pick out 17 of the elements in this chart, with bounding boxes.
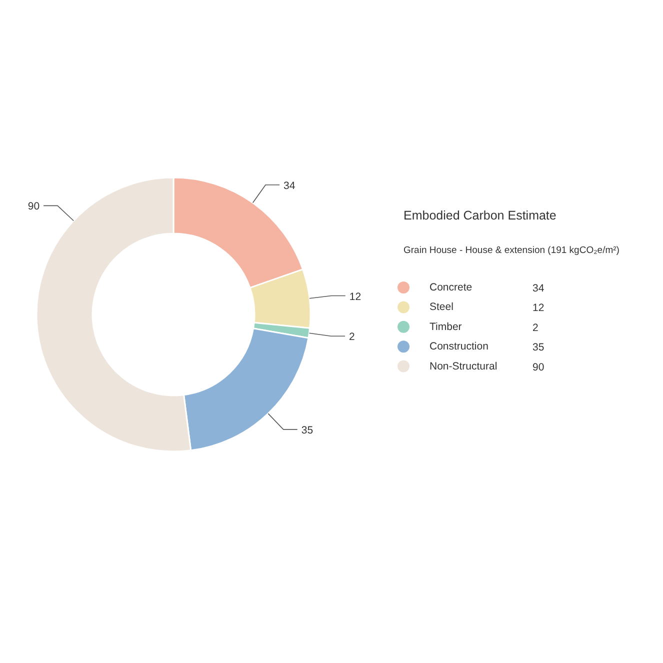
text: 2 (532, 322, 538, 334)
text: 90 (532, 361, 544, 374)
text: Embodied Carbon Estimate (404, 208, 556, 222)
legend-label: Concrete (430, 282, 472, 294)
text: 34 (532, 282, 544, 294)
data-label: 90 (28, 200, 40, 213)
legend-label: Steel (430, 301, 454, 314)
legend-label: Construction (430, 340, 489, 353)
text: 12 (532, 302, 544, 314)
legend-label: Timber (430, 320, 462, 333)
text: 35 (532, 342, 544, 354)
data-label: 12 (349, 290, 362, 303)
text: Grain House - House & extension (191 kgCO₂e/m²) (404, 245, 620, 256)
data-label: 2 (349, 331, 356, 344)
data-label: 35 (301, 424, 314, 436)
data-label: 34 (284, 180, 296, 192)
legend-label: Non-Structural (430, 360, 498, 372)
